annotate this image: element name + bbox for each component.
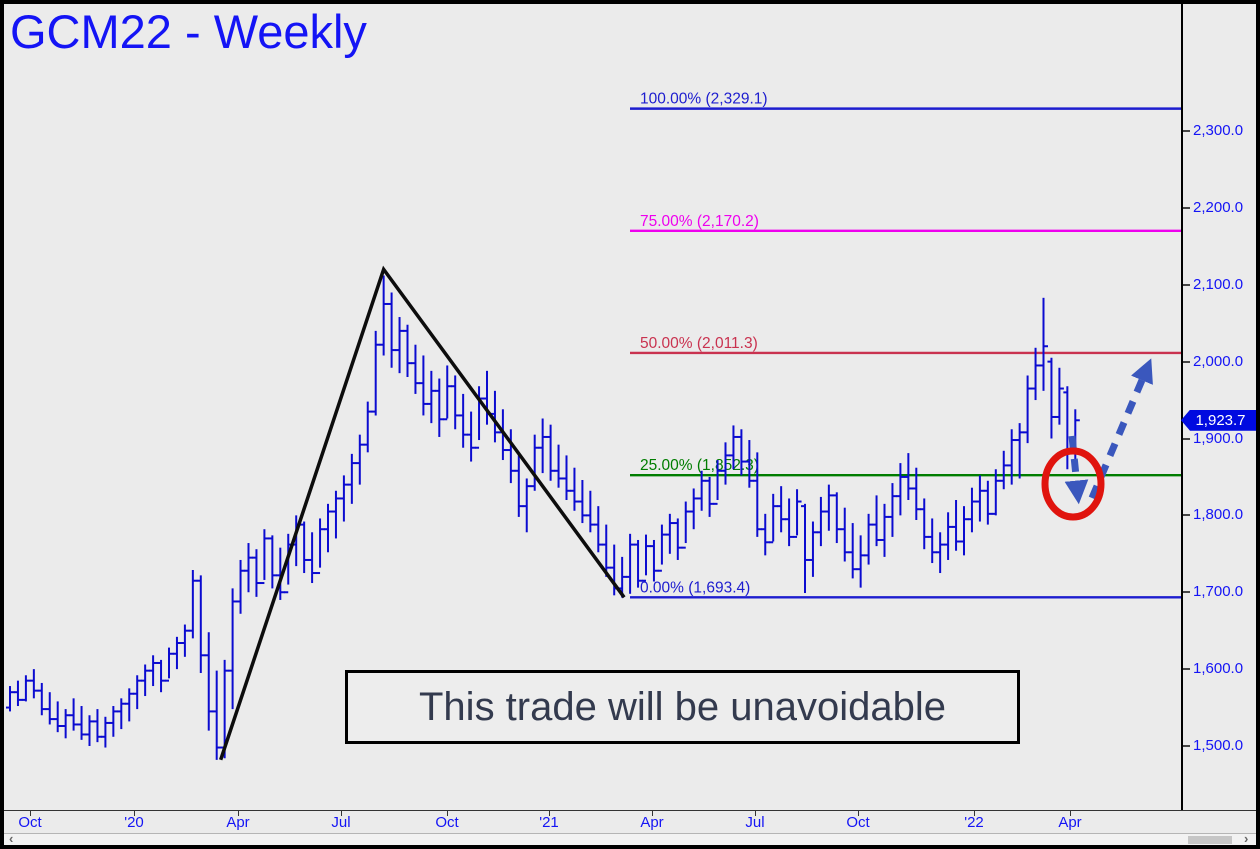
price-axis[interactable]: 2,300.0 2,200.0 2,100.0 2,000.0 1,900.0 1,800… — [1183, 4, 1256, 810]
fib-label: 0.00% (1,693.4) — [640, 579, 750, 596]
fib-label: 100.00% (2,329.1) — [640, 91, 768, 108]
callout-box[interactable]: This trade will be unavoidable — [345, 670, 1020, 744]
x-tick-label: Oct — [846, 814, 870, 831]
y-tick-label: 1,900.0 — [1193, 429, 1244, 447]
x-tick-mark — [652, 811, 653, 816]
horizontal-scrollbar[interactable]: ‹ › — [4, 831, 1256, 846]
trendline[interactable] — [219, 265, 626, 761]
x-tick-mark — [238, 811, 239, 816]
x-tick-label: Jul — [745, 814, 765, 831]
time-axis[interactable]: Oct '20 Apr Jul Oct '21 Apr Jul Oct '22 Apr — [4, 810, 1256, 833]
x-tick-label: '20 — [124, 814, 144, 831]
x-tick-mark — [974, 811, 975, 816]
red-circle-annotation[interactable] — [1041, 447, 1105, 521]
y-tick-mark — [1183, 360, 1190, 363]
y-tick-label: 2,300.0 — [1193, 122, 1244, 139]
chart-title: GCM22 - Weekly — [10, 5, 367, 58]
x-tick-label: Oct — [18, 814, 42, 831]
y-tick-mark — [1183, 437, 1190, 440]
down-arrow[interactable] — [1064, 435, 1089, 505]
y-tick-mark — [1183, 514, 1190, 517]
x-tick-mark — [755, 811, 756, 816]
y-tick-label: 1,700.0 — [1193, 583, 1244, 601]
ohlc-bars — [6, 275, 1080, 760]
y-tick-label: 1,800.0 — [1193, 506, 1244, 524]
y-tick-mark — [1183, 283, 1190, 286]
x-tick-mark — [858, 811, 859, 816]
x-tick-mark — [447, 811, 448, 816]
x-tick-mark — [1070, 811, 1071, 816]
x-tick-mark — [30, 811, 31, 816]
last-price-value: 1,923.7 — [1195, 411, 1246, 429]
x-tick-mark — [134, 811, 135, 816]
y-tick-mark — [1183, 206, 1190, 209]
y-tick-mark — [1183, 130, 1190, 132]
y-tick-label: 2,200.0 — [1193, 198, 1244, 216]
fib-label: 50.00% (2,011.3) — [640, 335, 758, 352]
x-tick-label: Apr — [640, 814, 664, 831]
scrollbar-thumb[interactable] — [1188, 836, 1232, 844]
x-tick-label: Apr — [1058, 814, 1082, 831]
x-tick-label: '21 — [539, 814, 559, 831]
y-tick-mark — [1183, 591, 1190, 594]
x-tick-label: '22 — [964, 814, 984, 831]
y-tick-label: 2,100.0 — [1193, 275, 1244, 293]
fib-label: 25.00% (1,852.3) — [640, 457, 759, 474]
y-tick-mark — [1183, 745, 1190, 747]
scroll-right-icon[interactable]: › — [1244, 831, 1249, 846]
last-price-tag: 1,923.7 — [1181, 409, 1256, 431]
y-tick-label: 1,500.0 — [1193, 737, 1244, 754]
plot-area[interactable]: 100.00% (2,329.1) 75.00% (2,170.2) 50.00% … — [4, 4, 1183, 810]
scroll-left-icon[interactable]: ‹ — [9, 831, 14, 846]
y-tick-label: 2,000.0 — [1193, 352, 1244, 370]
price-chart-canvas[interactable]: 100.00% (2,329.1) 75.00% (2,170.2) 50.00% … — [4, 4, 1181, 810]
callout-text: This trade will be unavoidable — [419, 684, 946, 729]
chart-window: 100.00% (2,329.1) 75.00% (2,170.2) 50.00% … — [4, 4, 1256, 845]
x-tick-label: Apr — [226, 814, 250, 831]
x-tick-mark — [549, 811, 550, 816]
x-tick-mark — [341, 811, 342, 816]
fib-label: 75.00% (2,170.2) — [640, 213, 759, 230]
y-tick-mark — [1183, 668, 1190, 671]
x-tick-label: Jul — [331, 814, 351, 831]
y-tick-label: 1,600.0 — [1193, 660, 1244, 678]
x-tick-label: Oct — [435, 814, 459, 831]
